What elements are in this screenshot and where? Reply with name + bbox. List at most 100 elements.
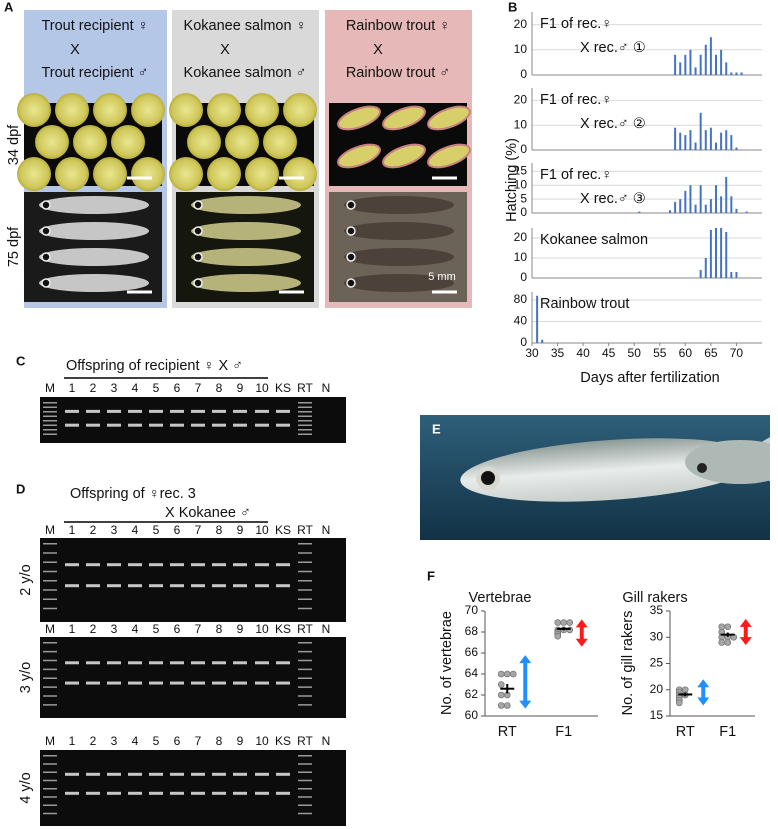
bar xyxy=(735,72,738,75)
band xyxy=(65,791,79,795)
egg xyxy=(169,157,203,191)
band xyxy=(43,561,57,563)
lane-label: 1 xyxy=(69,523,76,537)
bar xyxy=(704,258,707,278)
band xyxy=(43,763,57,765)
eye xyxy=(193,278,203,288)
bar xyxy=(735,147,738,150)
bar xyxy=(730,196,733,213)
column-header: Rainbow trout ♀ xyxy=(346,18,450,34)
band xyxy=(233,791,247,795)
bar xyxy=(715,142,717,150)
band xyxy=(255,584,269,588)
eye xyxy=(41,200,51,210)
chart-title: F1 of rec.♀ xyxy=(540,16,612,32)
lane-label: 5 xyxy=(153,734,160,748)
y-axis-label: Hatching (%) xyxy=(504,138,520,222)
bar xyxy=(674,54,677,75)
panel-label: B xyxy=(508,0,517,14)
gel xyxy=(40,750,346,826)
eye xyxy=(193,200,203,210)
band xyxy=(43,771,57,773)
band xyxy=(43,411,57,413)
lane-label: 4 xyxy=(132,381,139,395)
band xyxy=(298,796,312,798)
eye xyxy=(346,200,356,210)
y-tick-label: 66 xyxy=(465,645,479,659)
band xyxy=(43,804,57,806)
dot xyxy=(503,702,511,709)
row-label: 4 y/o xyxy=(18,772,34,803)
band xyxy=(43,402,57,404)
bar xyxy=(689,130,692,150)
band xyxy=(86,661,100,665)
bar xyxy=(735,272,738,278)
eye xyxy=(346,278,356,288)
gel-title: Offspring of ♀rec. 3 xyxy=(70,486,196,502)
band xyxy=(191,791,205,795)
dot xyxy=(566,626,574,634)
band xyxy=(65,661,79,665)
band xyxy=(43,607,57,610)
egg xyxy=(111,125,145,159)
gel-title: X Kokanee ♂ xyxy=(165,505,251,521)
band xyxy=(255,423,269,427)
band xyxy=(276,791,290,795)
lane-label: 7 xyxy=(195,734,202,748)
band xyxy=(212,661,226,665)
bar xyxy=(704,130,707,150)
band xyxy=(212,791,226,795)
band xyxy=(43,779,57,782)
band xyxy=(149,423,163,427)
band xyxy=(107,681,121,685)
band xyxy=(43,552,57,554)
y-tick-label: 20 xyxy=(514,230,528,244)
bar xyxy=(725,232,728,278)
bar xyxy=(694,142,697,150)
gel-title: Offspring of recipient ♀ X ♂ xyxy=(66,358,243,374)
egg xyxy=(245,157,279,191)
column-header: Trout recipient ♀ xyxy=(41,18,148,34)
band xyxy=(43,704,57,706)
band xyxy=(43,424,57,426)
larva xyxy=(39,274,149,292)
lane-label: M xyxy=(45,523,55,537)
column-header: X xyxy=(373,42,383,58)
eye xyxy=(346,226,356,236)
lane-label: 10 xyxy=(255,622,269,636)
band xyxy=(212,409,226,413)
band xyxy=(86,681,100,685)
x-tick-label: 50 xyxy=(628,346,642,360)
lane-label: 1 xyxy=(69,381,76,395)
bar xyxy=(541,339,544,343)
eye xyxy=(193,226,203,236)
band xyxy=(298,424,312,426)
egg xyxy=(131,157,165,191)
band xyxy=(149,661,163,665)
egg xyxy=(93,157,127,191)
eye xyxy=(41,252,51,262)
egg xyxy=(17,93,51,127)
panel-label: A xyxy=(4,0,14,14)
band xyxy=(128,409,142,413)
lane-label: 6 xyxy=(174,381,181,395)
egg xyxy=(263,125,297,159)
egg xyxy=(207,157,241,191)
band xyxy=(43,420,57,422)
embryo xyxy=(382,105,426,131)
band xyxy=(212,772,226,776)
band xyxy=(298,598,312,600)
band xyxy=(43,788,57,790)
band xyxy=(233,661,247,665)
lane-label: 6 xyxy=(174,734,181,748)
band xyxy=(298,686,312,688)
arrow-head xyxy=(575,619,588,628)
band xyxy=(233,681,247,685)
band xyxy=(170,681,184,685)
dot xyxy=(509,670,517,678)
dot xyxy=(724,639,732,646)
chart-title: F1 of rec.♀ xyxy=(540,167,612,183)
lane-label: 2 xyxy=(90,622,97,636)
arrow-head xyxy=(519,700,532,709)
embryo xyxy=(427,143,471,169)
